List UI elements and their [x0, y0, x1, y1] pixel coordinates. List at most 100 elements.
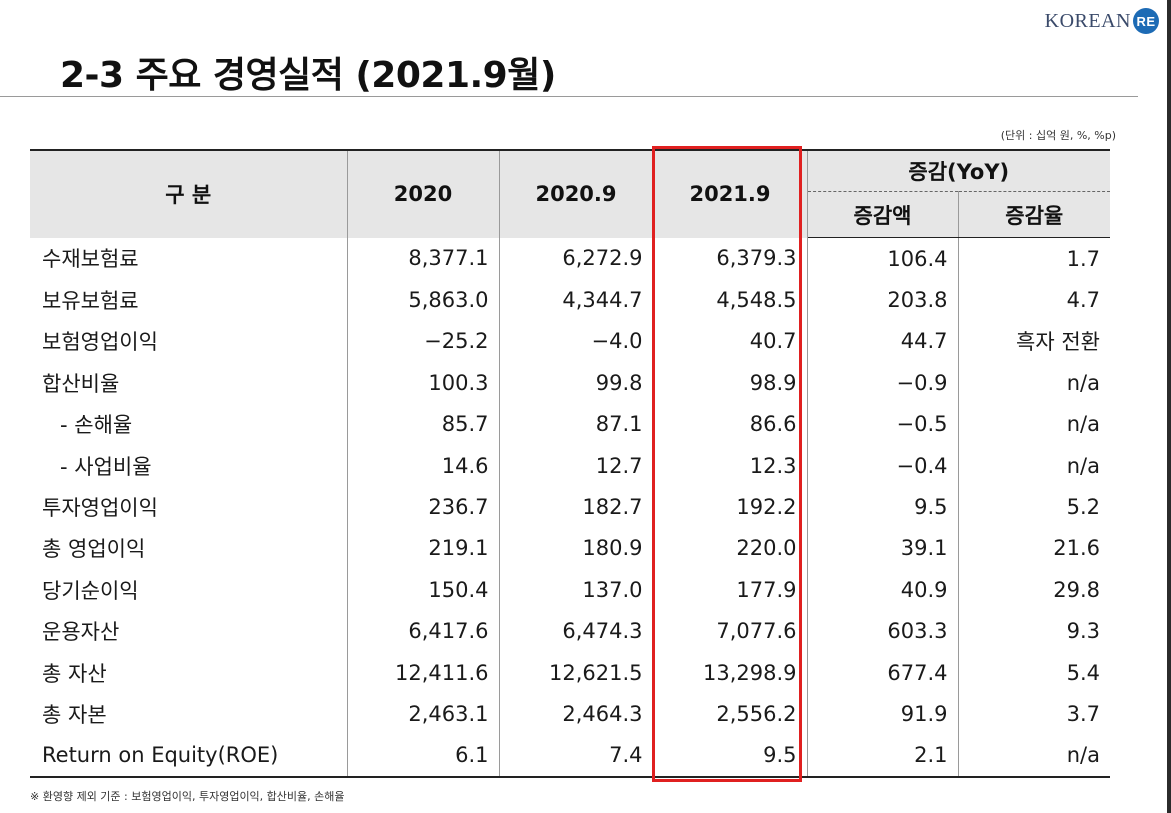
cell-v2020: 8,377.1 [347, 237, 500, 280]
cell-v2020-9: 6,474.3 [499, 610, 654, 652]
header-2020-9: 2020.9 [499, 149, 654, 238]
cell-v2020-9: −4.0 [499, 320, 654, 363]
row-label: - 손해율 [30, 403, 348, 445]
cell-rate: 5.2 [1066, 495, 1100, 520]
row-label: 총 자산 [30, 651, 348, 694]
table-row: 수재보험료 8,377.1 6,272.9 6,379.3 106.4 1.7 [30, 237, 1110, 280]
cell-v2021-9: 7,077.6 [653, 610, 808, 652]
cell-rate: 4.7 [1066, 288, 1100, 313]
cell-v2020: 2,463.1 [347, 693, 500, 735]
cell-v2021-9: 9.5 [653, 734, 808, 779]
cell-v2020: 100.3 [347, 362, 500, 404]
row-label: 수재보험료 [30, 237, 348, 280]
table-row: 합산비율 100.3 99.8 98.9 −0.9 n/a [30, 362, 1110, 404]
footnote: ※ 환영향 제외 기준 : 보험영업이익, 투자영업이익, 합산비율, 손해율 [30, 790, 345, 803]
cell-rate: n/a [1066, 412, 1100, 437]
cell-v2021-9: 177.9 [653, 569, 808, 611]
cell-v2020-9: 180.9 [499, 527, 654, 570]
cell-v2021-9: 40.7 [653, 320, 808, 363]
cell-v2020: 12,411.6 [347, 651, 500, 694]
cell-v2021-9: 192.2 [653, 486, 808, 528]
cell-diff: −0.5 [807, 403, 959, 445]
table-row: 보유보험료 5,863.0 4,344.7 4,548.5 203.8 4.7 [30, 279, 1110, 321]
cell-v2020-9: 4,344.7 [499, 279, 654, 321]
table-row: Return on Equity(ROE) 6.1 7.4 9.5 2.1 n/a [30, 734, 1110, 779]
cell-rate: 9.3 [1066, 619, 1100, 644]
cell-v2020: 150.4 [347, 569, 500, 611]
cell-rate: 29.8 [1053, 577, 1100, 602]
cell-rate: 3.7 [1066, 701, 1100, 726]
cell-v2020: 6,417.6 [347, 610, 500, 652]
cell-v2020-9: 2,464.3 [499, 693, 654, 735]
cell-v2021-9: 86.6 [653, 403, 808, 445]
cell-v2020-9: 87.1 [499, 403, 654, 445]
company-logo: KOREAN RE [1045, 8, 1159, 34]
cell-rate: n/a [958, 734, 1110, 779]
table-row: 총 자산 12,411.6 12,621.5 13,298.9 677.4 5.4 [30, 651, 1110, 694]
table-row: 총 영업이익 219.1 180.9 220.0 39.1 21.6 [30, 527, 1110, 570]
cell-diff: −0.4 [807, 444, 959, 487]
cell-diff: 39.1 [807, 527, 959, 570]
row-label: - 사업비율 [30, 444, 348, 487]
cell-v2020: 14.6 [347, 444, 500, 487]
cell-v2021-9: 220.0 [653, 527, 808, 570]
row-label: 당기순이익 [30, 569, 348, 611]
cell-rate: 흑자 전환 [1016, 330, 1100, 355]
cell-v2021-9: 98.9 [653, 362, 808, 404]
page-title: 2-3 주요 경영실적 (2021.9월) [60, 55, 556, 96]
unit-note: (단위 : 십억 원, %, %p) [1000, 129, 1116, 142]
cell-diff: −0.9 [807, 362, 959, 404]
cell-v2020: 236.7 [347, 486, 500, 528]
row-label: 합산비율 [30, 362, 348, 404]
cell-rate: 5.4 [1066, 660, 1100, 685]
cell-v2020-9: 7.4 [499, 734, 654, 779]
header-2020: 2020 [347, 149, 500, 238]
cell-rate: n/a [1066, 453, 1100, 478]
row-label: 운용자산 [30, 610, 348, 652]
cell-v2020-9: 12.7 [499, 444, 654, 487]
title-divider [0, 96, 1138, 97]
cell-v2020: 6.1 [347, 734, 500, 779]
cell-v2021-9: 4,548.5 [653, 279, 808, 321]
cell-diff: 203.8 [807, 279, 959, 321]
cell-diff: 91.9 [807, 693, 959, 735]
table-body: 수재보험료 8,377.1 6,272.9 6,379.3 106.4 1.7 보유보험료 5… [30, 237, 1110, 779]
cell-diff: 40.9 [807, 569, 959, 611]
header-yoy: 증감(YoY) [807, 149, 1110, 192]
table-row: 당기순이익 150.4 137.0 177.9 40.9 29.8 [30, 569, 1110, 611]
slide-right-border [1167, 0, 1171, 813]
cell-v2021-9: 2,556.2 [653, 693, 808, 735]
cell-rate: n/a [1066, 370, 1100, 395]
logo-wordmark: KOREAN [1044, 9, 1131, 32]
logo-mark-icon: RE [1133, 8, 1159, 34]
table-row: 총 자본 2,463.1 2,464.3 2,556.2 91.9 3.7 [30, 693, 1110, 735]
table-row: - 손해율 85.7 87.1 86.6 −0.5 n/a [30, 403, 1110, 445]
cell-v2020-9: 12,621.5 [499, 651, 654, 694]
table-row: 투자영업이익 236.7 182.7 192.2 9.5 5.2 [30, 486, 1110, 528]
header-rate: 증감율 [958, 191, 1110, 238]
cell-v2020: 85.7 [347, 403, 500, 445]
row-label: Return on Equity(ROE) [30, 734, 348, 779]
cell-rate: 1.7 [1066, 246, 1100, 271]
cell-v2021-9: 6,379.3 [653, 237, 808, 280]
cell-v2020-9: 182.7 [499, 486, 654, 528]
row-label: 투자영업이익 [30, 486, 348, 528]
cell-v2020: 5,863.0 [347, 279, 500, 321]
header-diff: 증감액 [807, 191, 959, 238]
table-row: 운용자산 6,417.6 6,474.3 7,077.6 603.3 9.3 [30, 610, 1110, 652]
header-gubun: 구 분 [30, 149, 348, 238]
row-label: 총 영업이익 [30, 527, 348, 570]
table-row: 보험영업이익 −25.2 −4.0 40.7 44.7 흑자 전환 [30, 320, 1110, 363]
row-label: 보유보험료 [30, 279, 348, 321]
header-2021-9: 2021.9 [653, 149, 808, 238]
row-label: 총 자본 [30, 693, 348, 735]
cell-v2020-9: 99.8 [499, 362, 654, 404]
cell-diff: 9.5 [807, 486, 959, 528]
cell-diff: 106.4 [807, 237, 959, 280]
cell-diff: 677.4 [807, 651, 959, 694]
cell-rate: 21.6 [1053, 536, 1100, 561]
cell-diff: 44.7 [807, 320, 959, 363]
cell-v2021-9: 13,298.9 [653, 651, 808, 694]
row-label: 보험영업이익 [30, 320, 348, 363]
cell-v2021-9: 12.3 [653, 444, 808, 487]
